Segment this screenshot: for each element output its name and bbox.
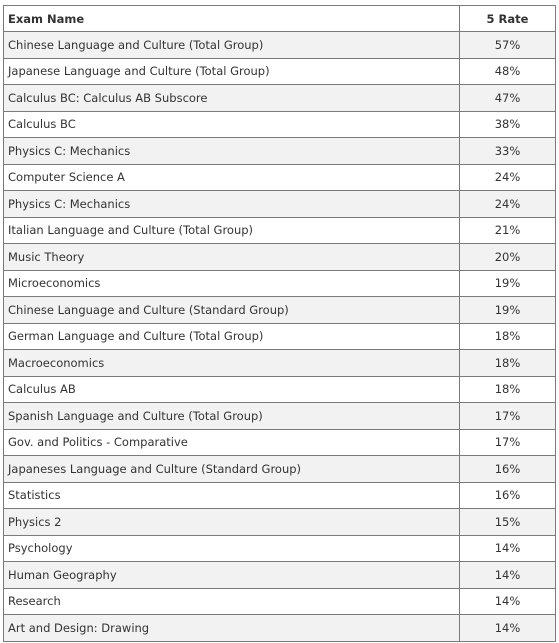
five-rate-cell: 15% xyxy=(459,508,556,536)
exam-name-cell: Music Theory xyxy=(3,243,460,271)
exam-name-cell: Japaneses Language and Culture (Standard… xyxy=(3,455,460,483)
exam-name-cell: Microeconomics xyxy=(3,269,460,297)
table-row: Human Geography 14% xyxy=(3,561,556,589)
exam-name-cell: Calculus BC: Calculus AB Subscore xyxy=(3,84,460,112)
table-row: Music Theory 20% xyxy=(3,243,556,271)
five-rate-cell: 18% xyxy=(459,349,556,377)
table-row: Calculus BC: Calculus AB Subscore 47% xyxy=(3,84,556,112)
five-rate-cell: 16% xyxy=(459,481,556,509)
table-row: German Language and Culture (Total Group… xyxy=(3,322,556,350)
exam-name-cell: Macroeconomics xyxy=(3,349,460,377)
table-row: Statistics 16% xyxy=(3,481,556,509)
five-rate-cell: 20% xyxy=(459,243,556,271)
five-rate-cell: 48% xyxy=(459,57,556,85)
table-row: Gov. and Politics - Comparative 17% xyxy=(3,428,556,456)
five-rate-cell: 19% xyxy=(459,296,556,324)
exam-name-cell: Computer Science A xyxy=(3,163,460,191)
exam-name-cell: Italian Language and Culture (Total Grou… xyxy=(3,216,460,244)
table-row: Psychology 14% xyxy=(3,534,556,562)
exam-name-cell: German Language and Culture (Total Group… xyxy=(3,322,460,350)
table-row: Calculus BC 38% xyxy=(3,110,556,138)
exam-name-cell: Chinese Language and Culture (Total Grou… xyxy=(3,31,460,59)
exam-name-cell: Gov. and Politics - Comparative xyxy=(3,428,460,456)
five-rate-cell: 17% xyxy=(459,428,556,456)
table-row: Japaneses Language and Culture (Standard… xyxy=(3,455,556,483)
exam-name-cell: Spanish Language and Culture (Total Grou… xyxy=(3,402,460,430)
five-rate-cell: 18% xyxy=(459,322,556,350)
five-rate-cell: 33% xyxy=(459,137,556,165)
header-exam-name: Exam Name xyxy=(3,5,460,32)
exam-name-cell: Japanese Language and Culture (Total Gro… xyxy=(3,57,460,85)
five-rate-cell: 57% xyxy=(459,31,556,59)
table-row: Art and Design: Drawing 14% xyxy=(3,614,556,642)
exam-name-cell: Art and Design: Drawing xyxy=(3,614,460,642)
table-row: Japanese Language and Culture (Total Gro… xyxy=(3,57,556,85)
table-row: Spanish Language and Culture (Total Grou… xyxy=(3,402,556,430)
five-rate-cell: 24% xyxy=(459,163,556,191)
five-rate-cell: 14% xyxy=(459,534,556,562)
header-five-rate: 5 Rate xyxy=(459,5,556,32)
table-row: Chinese Language and Culture (Total Grou… xyxy=(3,31,556,59)
table-row: Italian Language and Culture (Total Grou… xyxy=(3,216,556,244)
table-row: Physics C: Mechanics 33% xyxy=(3,137,556,165)
five-rate-cell: 14% xyxy=(459,561,556,589)
exam-name-cell: Psychology xyxy=(3,534,460,562)
five-rate-cell: 38% xyxy=(459,110,556,138)
exam-name-cell: Calculus BC xyxy=(3,110,460,138)
five-rate-cell: 14% xyxy=(459,587,556,615)
exam-name-cell: Calculus AB xyxy=(3,375,460,403)
five-rate-cell: 14% xyxy=(459,614,556,642)
five-rate-cell: 16% xyxy=(459,455,556,483)
five-rate-cell: 21% xyxy=(459,216,556,244)
table-row: Computer Science A 24% xyxy=(3,163,556,191)
exam-name-cell: Physics C: Mechanics xyxy=(3,190,460,218)
table-row: Research 14% xyxy=(3,587,556,615)
five-rate-cell: 47% xyxy=(459,84,556,112)
five-rate-cell: 17% xyxy=(459,402,556,430)
table-row: Chinese Language and Culture (Standard G… xyxy=(3,296,556,324)
table-row: Calculus AB 18% xyxy=(3,375,556,403)
table-header: Exam Name 5 Rate xyxy=(3,5,556,32)
header-row: Exam Name 5 Rate xyxy=(3,5,556,32)
table-row: Physics C: Mechanics 24% xyxy=(3,190,556,218)
exam-name-cell: Research xyxy=(3,587,460,615)
table-row: Physics 2 15% xyxy=(3,508,556,536)
exam-name-cell: Physics C: Mechanics xyxy=(3,137,460,165)
five-rate-cell: 19% xyxy=(459,269,556,297)
table-row: Macroeconomics 18% xyxy=(3,349,556,377)
exam-name-cell: Statistics xyxy=(3,481,460,509)
table-row: Microeconomics 19% xyxy=(3,269,556,297)
exam-name-cell: Physics 2 xyxy=(3,508,460,536)
five-rate-cell: 24% xyxy=(459,190,556,218)
exam-table-container: Exam Name 5 Rate Chinese Language and Cu… xyxy=(3,5,556,642)
five-rate-cell: 18% xyxy=(459,375,556,403)
exam-name-cell: Chinese Language and Culture (Standard G… xyxy=(3,296,460,324)
exam-name-cell: Human Geography xyxy=(3,561,460,589)
table-body: Chinese Language and Culture (Total Grou… xyxy=(3,31,556,642)
exam-rates-table: Exam Name 5 Rate Chinese Language and Cu… xyxy=(3,5,556,642)
